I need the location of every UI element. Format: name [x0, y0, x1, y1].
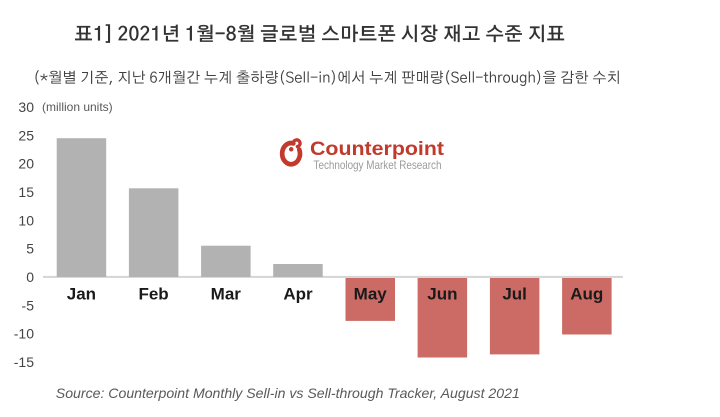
svg-text:-15: -15 — [14, 354, 34, 370]
svg-text:Mar: Mar — [211, 285, 242, 304]
svg-text:Jan: Jan — [67, 285, 96, 304]
svg-text:Counterpoint: Counterpoint — [310, 138, 445, 160]
svg-text:Source: Counterpoint Monthly S: Source: Counterpoint Monthly Sell-in vs … — [56, 385, 520, 401]
svg-text:Aug: Aug — [570, 285, 603, 304]
svg-text:5: 5 — [26, 241, 34, 257]
svg-text:-10: -10 — [14, 326, 34, 342]
svg-text:-5: -5 — [22, 297, 35, 313]
svg-text:Apr: Apr — [283, 285, 313, 304]
svg-text:May: May — [354, 285, 388, 304]
svg-text:0: 0 — [26, 269, 34, 285]
svg-text:15: 15 — [18, 184, 34, 200]
svg-text:25: 25 — [18, 127, 34, 143]
svg-text:20: 20 — [18, 156, 34, 172]
svg-text:30: 30 — [18, 99, 34, 115]
svg-text:(million units): (million units) — [42, 100, 113, 114]
svg-text:Technology Market Research: Technology Market Research — [314, 158, 442, 172]
svg-text:10: 10 — [18, 212, 34, 228]
svg-text:Jul: Jul — [502, 285, 527, 304]
svg-text:Feb: Feb — [138, 285, 168, 304]
svg-text:Jun: Jun — [427, 285, 457, 304]
